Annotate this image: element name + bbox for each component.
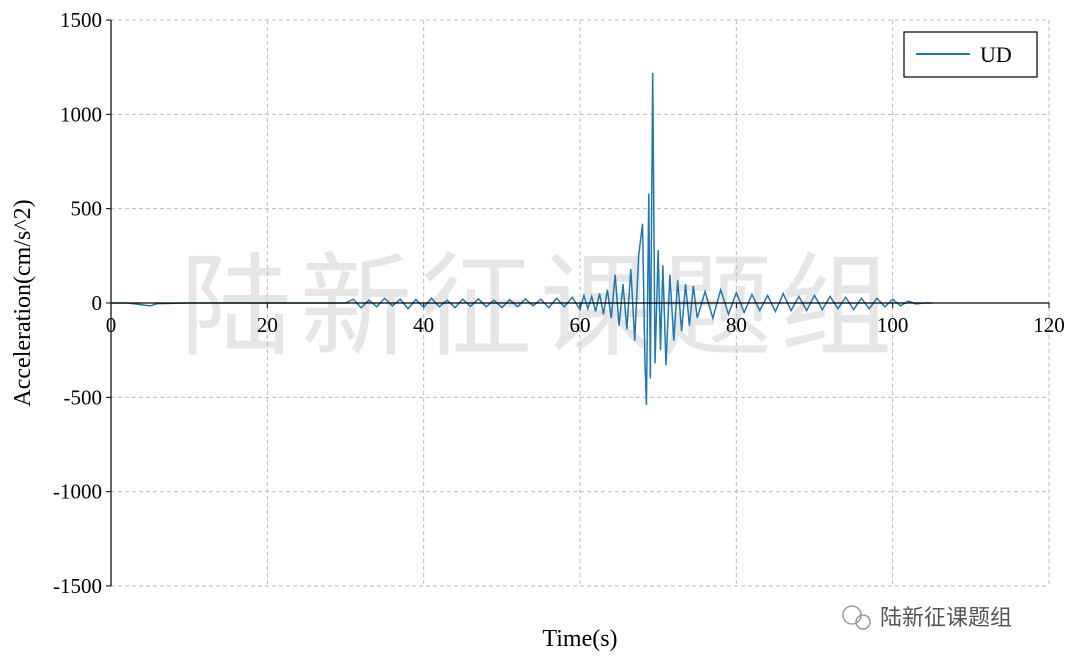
x-tick-label: 60 — [570, 313, 591, 337]
y-tick-label: -1500 — [53, 574, 102, 598]
y-tick-label: 500 — [71, 197, 103, 221]
y-tick-label: 0 — [92, 291, 103, 315]
source-icon — [842, 605, 862, 625]
data-line — [111, 72, 932, 405]
source-icon — [855, 614, 871, 630]
x-tick-label: 40 — [413, 313, 434, 337]
x-axis-label: Time(s) — [542, 626, 617, 652]
x-tick-label: 80 — [726, 313, 747, 337]
y-axis-label: Acceleration(cm/s^2) — [10, 199, 36, 406]
y-tick-label: -500 — [64, 385, 103, 409]
y-tick-label: 1000 — [60, 102, 102, 126]
x-tick-label: 120 — [1033, 313, 1065, 337]
x-tick-label: 20 — [257, 313, 278, 337]
source-text: 陆新征课题组 — [880, 605, 1012, 630]
legend-label: UD — [980, 42, 1012, 67]
x-tick-label: 100 — [877, 313, 909, 337]
y-tick-label: -1000 — [53, 480, 102, 504]
y-tick-label: 1500 — [60, 8, 102, 32]
source-mark: 陆新征课题组 — [842, 605, 1012, 630]
